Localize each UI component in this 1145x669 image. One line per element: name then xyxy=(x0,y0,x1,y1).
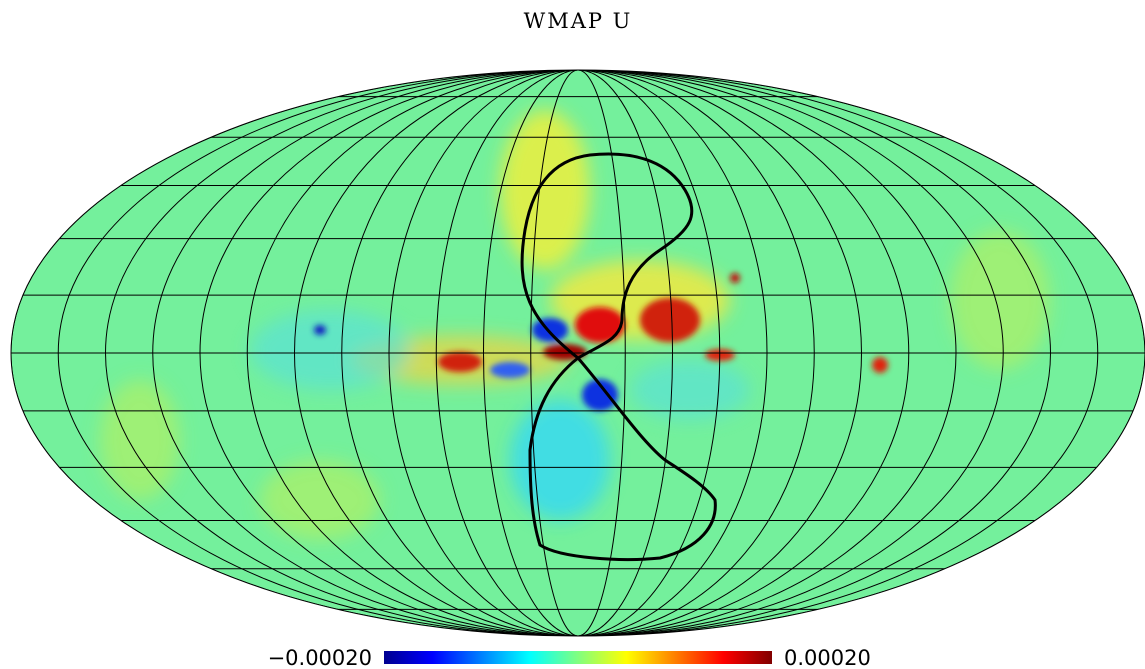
map-figure: WMAP U −0.0 xyxy=(0,0,1145,669)
colorbar xyxy=(384,651,772,664)
map-title: WMAP U xyxy=(524,9,633,33)
colorbar-max-label: 0.00020 xyxy=(784,646,871,669)
colorbar-min-label: −0.00020 xyxy=(268,646,372,669)
